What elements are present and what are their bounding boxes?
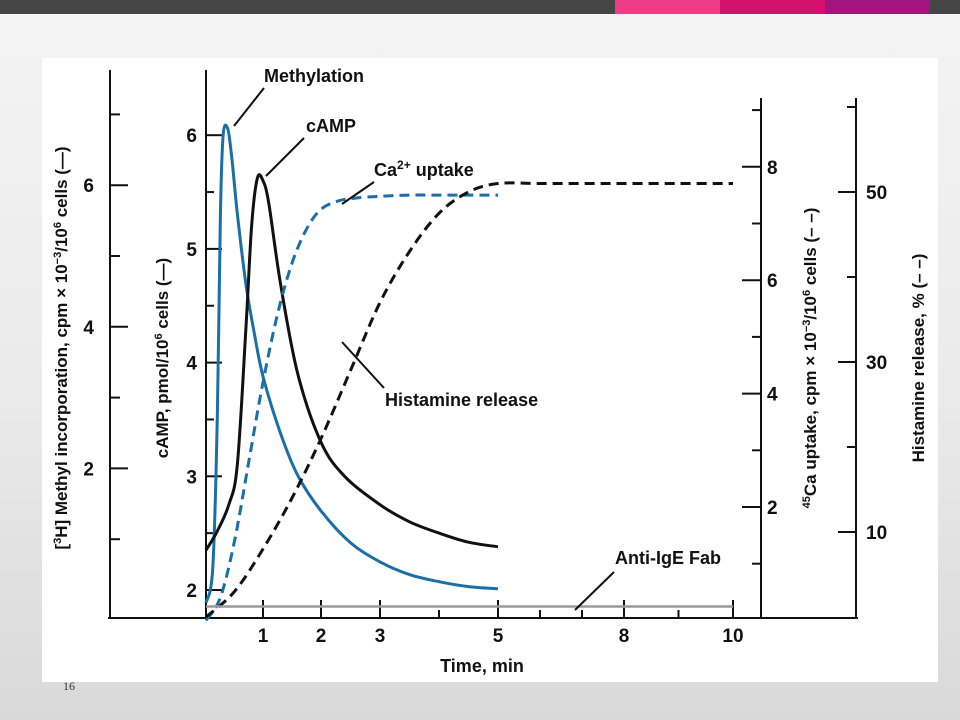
annotation-camp: cAMP: [306, 116, 356, 136]
calcium-axis-label-part: 6: [801, 290, 813, 296]
annotation-antiige-leader: [574, 571, 615, 611]
annotation-ca-uptake: Ca2+ uptake: [374, 158, 474, 180]
methyl-axis-label-part: 3: [52, 538, 64, 544]
annotation-histamine-leader: [341, 341, 385, 389]
annotation-ca-uptake-part: Ca: [374, 160, 398, 180]
camp-tick-label: 5: [186, 240, 197, 261]
calcium-axis-label-part: cells (– –): [801, 208, 820, 290]
annotation-ca-uptake-part: uptake: [411, 160, 474, 180]
camp-tick-label: 2: [186, 581, 197, 602]
series-calcium-line: [204, 193, 498, 622]
x-tick-label: 1: [258, 626, 269, 647]
methyl-axis-label: [3H] Methyl incorporation, cpm × 10−3/10…: [52, 146, 71, 549]
series-methylation-line: [204, 123, 499, 604]
histamine-tick-label: 10: [866, 523, 887, 544]
camp-axis-label: cAMP, pmol/106 cells (—): [153, 258, 172, 458]
figure-panel: 2 4 6 2 3 4 5 6 2 4 6 8 10 30 50 1 2 3 5 8 10 Time, min [3H] M…: [42, 58, 938, 682]
x-axis-label: Time, min: [440, 656, 524, 676]
methyl-tick-label: 6: [83, 176, 94, 197]
methyl-axis-label-part: −3: [52, 252, 64, 265]
series-camp-line: [204, 173, 499, 551]
calcium-axis-label-part: Ca uptake, cpm × 10: [801, 332, 820, 496]
annotation-ca-uptake-leader: [341, 181, 375, 205]
histamine-axis-label: Histamine release, % (– –): [909, 254, 928, 463]
annotation-histamine: Histamine release: [385, 390, 538, 410]
annotation-methylation-leader: [233, 87, 265, 127]
x-tick-label: 2: [316, 626, 327, 647]
slide-number: 16: [63, 679, 75, 693]
camp-axis-label-part: cells (—): [153, 258, 172, 334]
methyl-tick-label: 4: [83, 318, 94, 339]
camp-axis-label-part: cAMP, pmol/10: [153, 339, 172, 458]
calcium-tick-label: 8: [767, 158, 778, 179]
methyl-axis-label-part: cells (—): [52, 146, 71, 222]
calcium-tick-label: 4: [767, 385, 778, 406]
annotation-camp-leader: [265, 137, 305, 177]
camp-tick-label: 3: [186, 467, 197, 488]
top-bar-magenta: [720, 0, 825, 14]
annotation-ca-uptake-part: 2+: [397, 158, 411, 172]
camp-tick-label: 6: [186, 126, 197, 147]
methyl-tick-label: 2: [83, 459, 94, 480]
top-bar-purple: [825, 0, 930, 14]
x-tick-label: 3: [375, 626, 386, 647]
annotation-antiige: Anti-IgE Fab: [615, 548, 721, 568]
annotations-group: Methylation cAMP Ca2+ uptake Histamine rele…: [233, 66, 721, 611]
calcium-axis-label-part: −3: [801, 320, 813, 333]
x-tick-label: 8: [619, 626, 630, 647]
histamine-tick-label: 30: [866, 353, 887, 374]
camp-axis-label-part: 6: [153, 333, 165, 339]
histamine-axis-label-part: Histamine release, % (– –): [909, 254, 928, 463]
methyl-axis-label-part: [: [52, 544, 71, 550]
calcium-tick-label: 6: [767, 271, 778, 292]
calcium-axis-label-part: /10: [801, 296, 820, 320]
calcium-tick-label: 2: [767, 498, 778, 519]
calcium-axis-label-part: 45: [801, 496, 813, 508]
top-bar-pink: [615, 0, 720, 14]
series-histamine-line: [205, 181, 733, 619]
calcium-axis-label: 45Ca uptake, cpm × 10−3/106 cells (– –): [801, 208, 820, 509]
x-tick-label: 5: [493, 626, 504, 647]
top-bar-dark: [0, 0, 615, 14]
histamine-tick-label: 50: [866, 183, 887, 204]
top-bar-end: [930, 0, 960, 14]
top-accent-bar: [0, 0, 960, 14]
methyl-axis-label-part: H] Methyl incorporation, cpm × 10: [52, 264, 71, 537]
x-tick-label: 10: [722, 626, 743, 647]
methyl-axis-label-part: /10: [52, 228, 71, 252]
camp-tick-label: 4: [186, 354, 197, 375]
series-group: [204, 123, 733, 622]
methyl-axis-label-part: 6: [52, 222, 64, 228]
annotation-methylation: Methylation: [264, 66, 364, 86]
